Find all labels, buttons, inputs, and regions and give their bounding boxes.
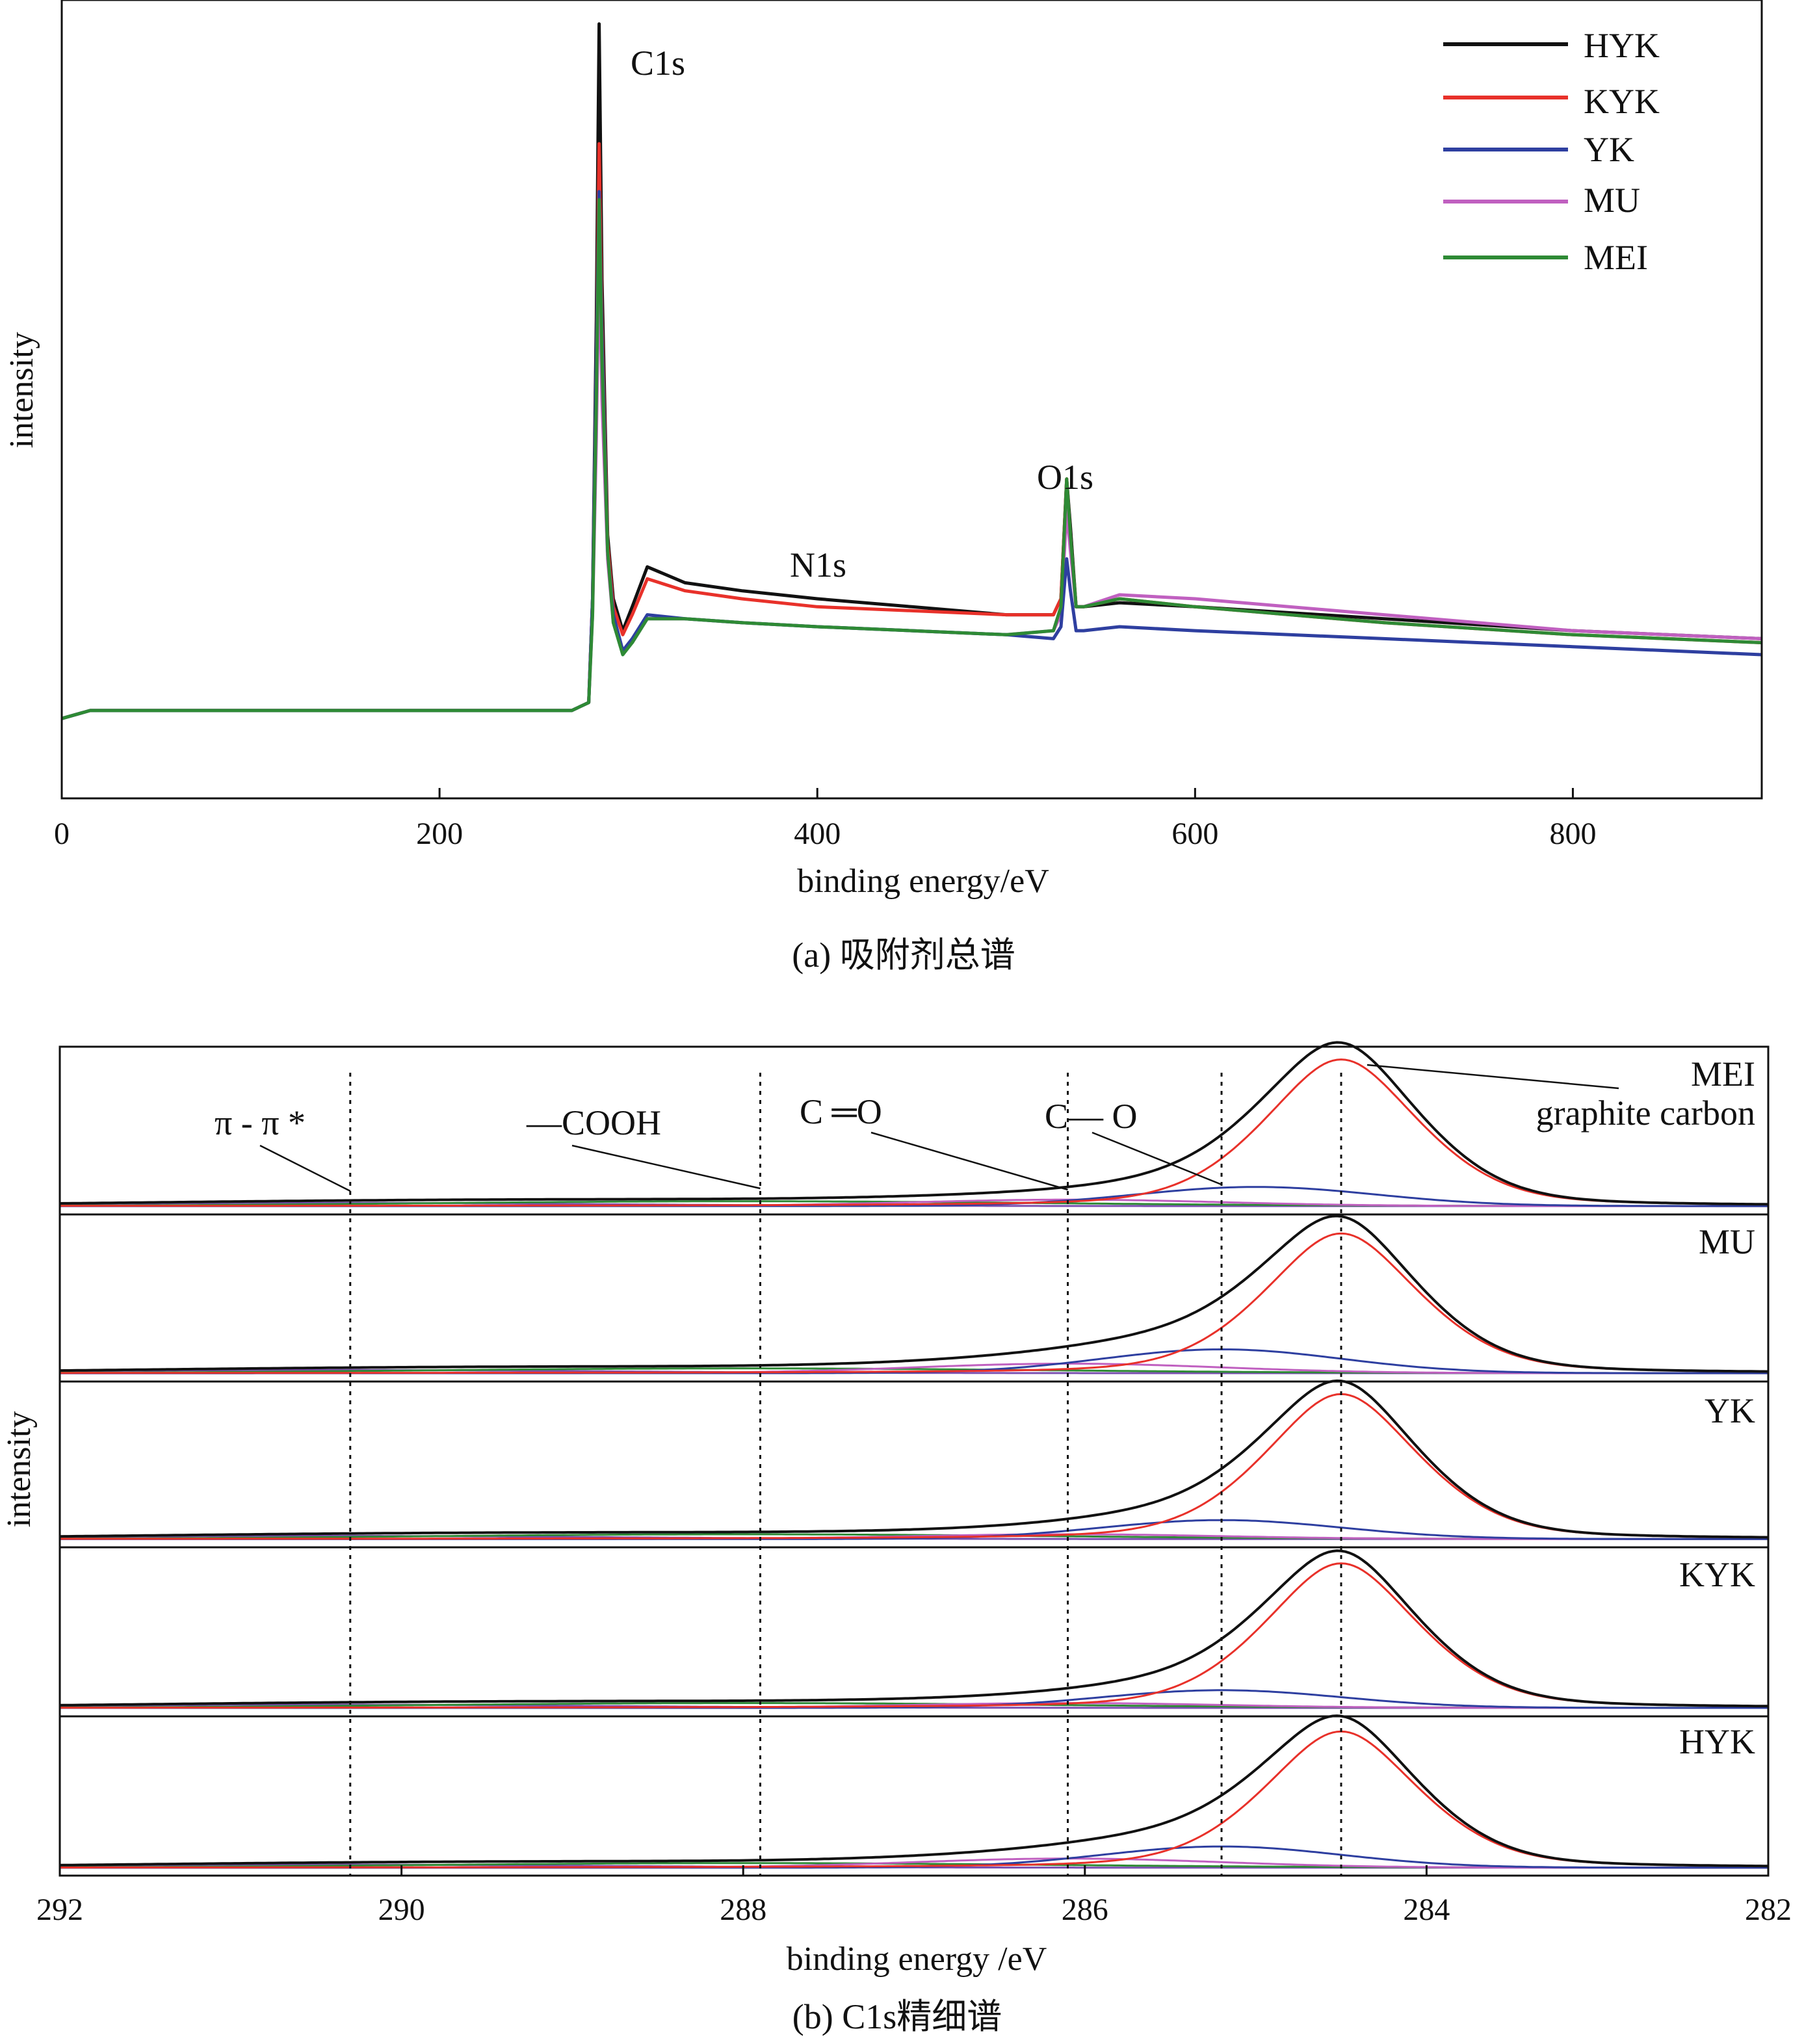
- c1s-x-ticks: 292 290 288 286 284 282: [36, 1865, 1792, 1927]
- survey-y-axis-label: intensity: [3, 332, 40, 448]
- c1s-panels: [59, 1041, 1769, 1869]
- c1s-panel-frame: [59, 1546, 1770, 1718]
- annotation-leader-line: [259, 1144, 351, 1192]
- c1s-panel-frame: [59, 1213, 1770, 1383]
- series-line-yk: [61, 190, 1762, 720]
- panel-label-hyk: HYK: [1679, 1722, 1755, 1761]
- annotation-graphite-carbon: graphite carbon: [1536, 1094, 1755, 1133]
- graphite-component-line-mu: [60, 1232, 1769, 1374]
- panel-label-yk: YK: [1705, 1391, 1755, 1430]
- legend-item-mu: MU: [1443, 181, 1640, 220]
- legend-item-mei: MEI: [1443, 238, 1648, 277]
- c1s-x-tick-label: 284: [1403, 1893, 1450, 1927]
- survey-x-tick-label: 200: [416, 817, 463, 851]
- graphite-component-line-yk: [60, 1393, 1769, 1540]
- panel-label-kyk: KYK: [1679, 1555, 1755, 1594]
- c1s-x-axis-label: binding energy /eV: [787, 1941, 1047, 1978]
- annotation-c-single-o: C— O: [1045, 1097, 1138, 1136]
- peak-label-n1s: N1s: [790, 545, 846, 584]
- survey-chart: 0 200 400 600 800 intensity binding energy/e…: [3, 0, 1763, 975]
- survey-x-tick-label: 400: [794, 817, 841, 851]
- legend-label-yk: YK: [1584, 130, 1634, 169]
- survey-x-tick-label: 800: [1549, 817, 1596, 851]
- survey-x-axis-label: binding energy/eV: [797, 863, 1049, 900]
- c1s-panel-mei: [59, 1041, 1769, 1207]
- survey-legend: HYK KYK YK MU MEI: [1443, 26, 1660, 277]
- envelope-line-mu: [59, 1214, 1769, 1373]
- survey-caption: (a) 吸附剂总谱: [792, 936, 1015, 975]
- legend-label-mu: MU: [1584, 181, 1640, 220]
- c1s-panel-frames: [59, 1045, 1770, 1877]
- c1s-panel-hyk: [59, 1714, 1769, 1869]
- legend-item-kyk: KYK: [1443, 82, 1660, 121]
- peak-label-c1s: C1s: [631, 44, 685, 83]
- envelope-line-kyk: [59, 1549, 1768, 1708]
- annotation-leader-line: [870, 1131, 1068, 1191]
- legend-item-hyk: HYK: [1443, 26, 1660, 65]
- envelope-line-hyk: [59, 1714, 1768, 1868]
- c1s-annotation-leaders: [259, 1064, 1619, 1192]
- c1s-panel-frame: [59, 1380, 1770, 1549]
- legend-item-yk: YK: [1443, 130, 1634, 169]
- peak-label-o1s: O1s: [1037, 458, 1093, 497]
- legend-label-hyk: HYK: [1584, 26, 1660, 65]
- c1s-panel-mu: [59, 1214, 1769, 1374]
- annotation-pi-pi: π - π *: [215, 1103, 306, 1142]
- panel-label-mei: MEI: [1691, 1055, 1755, 1094]
- annotation-cooh: —COOH: [526, 1103, 661, 1142]
- survey-plot-frame: [60, 0, 1763, 800]
- c1s-panel-frame: [59, 1715, 1770, 1877]
- c1s-reference-lines: [349, 1073, 1342, 1876]
- graphite-component-line-mei: [60, 1058, 1768, 1207]
- survey-x-tick-label: 0: [54, 817, 70, 851]
- panel-label-mu: MU: [1699, 1222, 1755, 1261]
- c1s-y-axis-label: intensity: [1, 1411, 38, 1527]
- annotation-leader-line: [571, 1144, 761, 1190]
- c1s-panel-yk: [59, 1379, 1769, 1540]
- series-line-mu: [61, 254, 1762, 720]
- survey-x-tick-label: 600: [1171, 817, 1218, 851]
- c1s-panel-frame: [59, 1045, 1770, 1216]
- c1s-chart: 292 290 288 286 284 282 π - π * —COOH C ═O C—…: [1, 1041, 1792, 2036]
- series-line-hyk: [61, 22, 1762, 720]
- graphite-component-line-kyk: [60, 1562, 1768, 1709]
- legend-label-kyk: KYK: [1584, 82, 1660, 121]
- c1s-panel-kyk: [59, 1549, 1768, 1709]
- envelope-line-mei: [59, 1041, 1769, 1206]
- envelope-line-yk: [59, 1379, 1769, 1539]
- c1s-x-tick-label: 288: [720, 1893, 766, 1927]
- c1s-x-tick-label: 290: [378, 1893, 425, 1927]
- legend-label-mei: MEI: [1584, 238, 1648, 277]
- c1s-caption: (b) C1s精细谱: [792, 1997, 1002, 2036]
- survey-x-ticks: 0 200 400 600 800: [54, 788, 1596, 851]
- annotation-c-double-o: C ═O: [800, 1092, 882, 1131]
- c1s-x-tick-label: 286: [1062, 1893, 1108, 1927]
- series-line-mei: [61, 198, 1762, 720]
- graphite-component-line-hyk: [60, 1730, 1769, 1868]
- annotation-leader-line: [1366, 1064, 1619, 1090]
- c1s-x-tick-label: 282: [1745, 1893, 1792, 1927]
- c1s-x-tick-label: 292: [36, 1893, 83, 1927]
- annotation-leader-line: [1092, 1131, 1222, 1186]
- survey-series-lines: [61, 22, 1762, 720]
